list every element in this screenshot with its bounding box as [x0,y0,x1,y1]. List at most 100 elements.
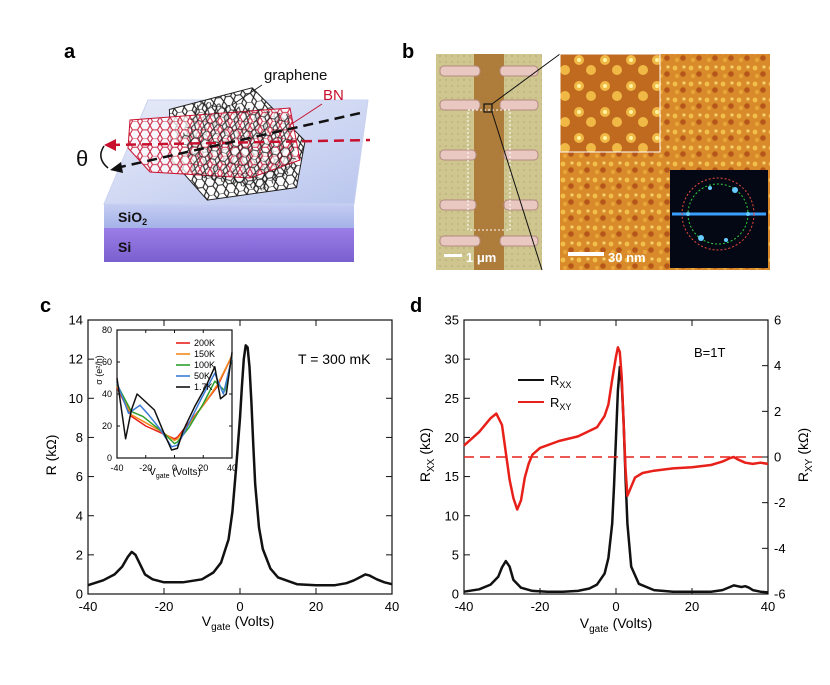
d-main-xtick-label: 40 [761,599,775,614]
scale-bar-left [444,254,462,257]
panel-d-label: d [410,295,422,317]
c-main-ytick-label: 8 [76,430,83,445]
d-main-xtick-label: -40 [455,599,474,614]
bn-label: BN [323,87,344,104]
c-main-xtick-label: 0 [236,599,243,614]
c-inset-legend-label: 150K [194,349,215,359]
device-image: 1 μm [436,54,542,270]
d-main-xtick-label: -20 [531,599,550,614]
d-main-xtick-label: 0 [612,599,619,614]
scale-bar-right [568,252,604,256]
chart-d-series [463,346,769,594]
c-inset-legend-label: 1.7K [194,382,213,392]
fft-ring-red [681,177,755,251]
d-main-y2tick-label: 4 [774,358,781,373]
c-inset-legend-label: 200K [194,338,215,348]
c-inset-xtick-label: 40 [227,463,237,473]
chart-c-inset-axes: -40 -20 0 20 40 0 20 40 60 80 [102,325,237,473]
graphene-axis-arrow [110,162,123,173]
panel-c: c -40 -20 0 20 40 0 2 4 6 8 10 12 14 T = 300 mK R (k… [40,295,399,633]
d-main-y2tick-label: 0 [774,450,781,465]
panel-a: a Si SiO2 graphene BN θ [64,41,371,262]
afm-image: 30 nm [559,53,770,270]
si-label: Si [118,239,131,255]
chart-c-series [87,344,393,587]
d-ylabel-left: RXX(kΩ) [417,428,437,482]
graphene-leader [231,84,263,106]
d-main-ytick-label: 5 [452,547,459,562]
si-layer [104,228,354,262]
d-main-xtick-label: 20 [685,599,699,614]
zoom-line-top [491,53,561,105]
d-main-series-rxy [463,346,769,511]
c-inset-ylabel: σ (e²/h) [94,355,104,385]
c-main-xtick-label: -40 [79,599,98,614]
sio2-layer [104,204,354,228]
fft-inset [670,170,768,268]
c-main-ytick-label: 12 [69,352,83,367]
panel-c-label: c [40,295,51,317]
d-xlabel: Vgate (Volts) [580,615,653,635]
bn-axis-arrow [104,139,116,151]
theta-label: θ [76,146,88,171]
chart-d-legend: RXX RXY [518,373,571,412]
c-ylabel: R (kΩ) [43,435,59,476]
d-main-y2tick-label: 6 [774,313,781,328]
d-ylabel-right: RXY(kΩ) [795,428,815,482]
c-inset-xlabel: Vgate (Volts) [149,467,201,480]
c-inset-xtick-label: 20 [198,463,208,473]
c-main-series-r [87,344,393,587]
d-annotation: B=1T [694,345,725,360]
c-inset-ytick-label: 20 [102,421,112,431]
d-main-ytick-label: 10 [445,508,459,523]
c-inset-ytick-label: 60 [102,357,112,367]
d-main-ytick-label: 25 [445,391,459,406]
afm-zoom-inset [559,53,661,153]
d-main-ytick-label: 35 [445,313,459,328]
c-main-xtick-label: -20 [155,599,174,614]
c-inset-legend-label: 100K [194,360,215,370]
panel-b-label: b [402,41,414,63]
graphene-axis-line [115,110,366,170]
d-main-ytick-label: 30 [445,352,459,367]
d-main-y2tick-label: 2 [774,404,781,419]
bn-leader [289,103,323,126]
c-inset-legend-label: 50K [194,371,210,381]
c-inset-series-17k [116,352,233,451]
theta-arc [100,145,109,169]
panel-b: b 1 μm [402,41,770,271]
c-main-ytick-label: 6 [76,469,83,484]
d-main-ytick-label: 20 [445,430,459,445]
sio2-label: SiO2 [118,209,147,227]
panel-a-label: a [64,41,76,63]
chart-c-inset-series [116,352,233,451]
c-main-ytick-label: 2 [76,547,83,562]
c-main-ytick-label: 4 [76,508,83,523]
graphene-overlay [181,100,298,191]
c-inset-series-100k [116,357,233,445]
chart-c-axes: -40 -20 0 20 40 0 2 4 6 8 10 12 14 [69,313,400,614]
d-main-y2tick-label: -2 [774,495,786,510]
c-main-xtick-label: 20 [309,599,323,614]
zoom-line-bottom [491,111,543,271]
c-main-ytick-label: 14 [69,313,83,328]
c-inset-xtick-label: -20 [139,463,152,473]
c-inset-ytick-label: 0 [107,453,112,463]
graphene-label: graphene [264,67,327,84]
c-inset-xtick-label: -40 [110,463,123,473]
c-xlabel: Vgate (Volts) [202,613,275,633]
bn-axis-line [109,138,371,147]
c-annotation: T = 300 mK [298,351,371,367]
c-inset-xtick-label: 0 [172,463,177,473]
scale-label-right: 30 nm [608,250,646,265]
c-inset-ytick-label: 80 [102,325,112,335]
scale-label-left: 1 μm [466,250,496,265]
d-main-y2tick-label: -4 [774,541,786,556]
d-main-ytick-label: 0 [452,587,459,602]
d-legend-label: RXY [550,395,571,412]
